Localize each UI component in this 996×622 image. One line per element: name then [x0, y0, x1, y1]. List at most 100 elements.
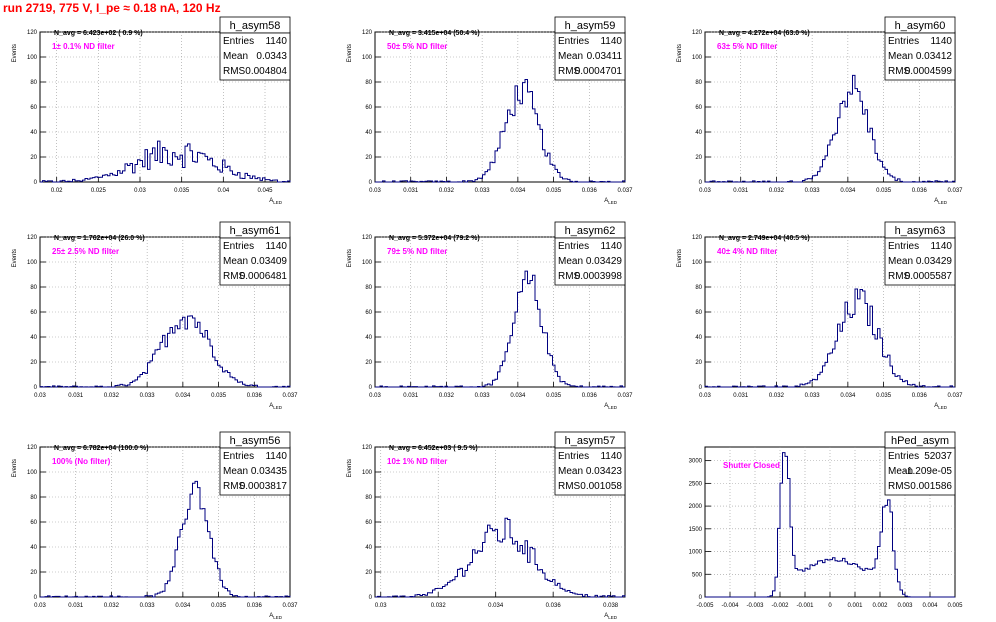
x-tick-label: 0.03	[699, 393, 711, 399]
panel-h_asym60: 0.03 0.031 0.032 0.033 0.034 0.035 0.036 0.037 0…	[677, 16, 963, 205]
x-tick-label: 0.004	[922, 603, 938, 609]
y-tick-label: 0	[369, 180, 373, 186]
stat-value: 1140	[600, 36, 622, 47]
x-tick-label: 0.036	[912, 188, 928, 194]
x-tick-label: 0.005	[947, 603, 963, 609]
hist-name: h_asym56	[230, 435, 281, 447]
stat-label: Entries	[223, 241, 254, 252]
hist-name: hPed_asym	[891, 435, 949, 447]
stat-label: Entries	[223, 451, 254, 462]
y-tick-label: 100	[27, 55, 38, 61]
x-axis-title: ALED	[269, 198, 283, 205]
y-tick-label: 120	[692, 30, 703, 36]
y-tick-label: 1000	[689, 550, 703, 556]
y-axis-title: Events	[347, 459, 353, 477]
y-axis-title: Events	[12, 249, 18, 267]
stat-label: Entries	[888, 36, 919, 47]
stat-value: 0.0343	[256, 51, 287, 62]
navg-label: N_avg = 6.423e+02 ( 0.9 %)	[54, 30, 143, 37]
filter-label: 79± 5% ND filter	[387, 247, 447, 256]
hist-name: h_asym57	[565, 435, 616, 447]
x-tick-label: 0.002	[872, 603, 888, 609]
stat-label: RMS	[558, 481, 581, 492]
x-tick-label: 0.033	[475, 393, 491, 399]
x-tick-label: 0.031	[403, 188, 419, 194]
y-tick-label: 60	[695, 310, 702, 316]
x-tick-label: 0.033	[140, 603, 156, 609]
x-tick-label: 0.03	[375, 603, 387, 609]
x-tick-label: 0.032	[769, 188, 785, 194]
stat-label: Mean	[888, 256, 913, 267]
x-tick-label: 0.032	[104, 393, 120, 399]
histogram-line	[39, 315, 291, 388]
y-tick-label: 20	[30, 155, 37, 161]
x-tick-label: 0.037	[947, 188, 963, 194]
stat-value: 0.001058	[580, 481, 622, 492]
x-tick-label: 0	[828, 603, 832, 609]
stats-box	[554, 237, 626, 286]
x-tick-label: 0.035	[876, 188, 892, 194]
x-axis-title: ALED	[604, 613, 618, 620]
x-tick-label: 0.035	[546, 393, 562, 399]
stat-label: RMS	[223, 271, 246, 282]
stat-label: Mean	[223, 51, 248, 62]
y-tick-label: 40	[695, 130, 702, 136]
x-tick-label: 0.032	[769, 393, 785, 399]
panel-h_asym58: 0.02 0.025 0.03 0.035 0.04 0.045 0 20 40 60 80 100 1…	[12, 16, 291, 205]
panel-h_asym56: 0.03 0.031 0.032 0.033 0.034 0.035 0.036 0.037 0…	[12, 431, 298, 620]
y-tick-label: 40	[30, 545, 37, 551]
x-tick-label: 0.036	[247, 393, 263, 399]
navg-label: N_avg = 6.452e+03 ( 9.5 %)	[389, 445, 478, 452]
panel-h_asym61: 0.03 0.031 0.032 0.033 0.034 0.035 0.036 0.037 0…	[12, 221, 298, 410]
x-tick-label: 0.036	[247, 603, 263, 609]
y-tick-label: 80	[365, 285, 372, 291]
x-tick-label: 0.035	[876, 393, 892, 399]
navg-label: N_avg = 5.372e+04 (79.2 %)	[389, 235, 480, 242]
y-tick-label: 40	[30, 130, 37, 136]
stat-label: RMS	[888, 271, 911, 282]
y-tick-label: 60	[30, 520, 37, 526]
y-tick-label: 0	[369, 595, 373, 601]
histogram-line	[375, 270, 625, 388]
y-tick-label: 60	[30, 310, 37, 316]
y-tick-label: 100	[362, 260, 373, 266]
y-tick-label: 20	[695, 360, 702, 366]
x-axis-title: ALED	[934, 403, 948, 410]
x-axis-title: ALED	[269, 403, 283, 410]
stat-label: Mean	[888, 51, 913, 62]
stat-value: 1140	[265, 241, 287, 252]
y-tick-label: 60	[30, 105, 37, 111]
x-tick-label: 0.032	[439, 393, 455, 399]
navg-label: N_avg = 2.749e+04 (40.5 %)	[719, 235, 810, 242]
y-tick-label: 120	[27, 30, 38, 36]
stat-value: 0.0004701	[575, 66, 623, 77]
stats-box	[219, 237, 291, 286]
stat-value: 1140	[265, 36, 287, 47]
run-title: run 2719, 775 V, I_pe ≈ 0.18 nA, 120 Hz	[3, 1, 221, 15]
x-tick-label: 0.035	[546, 188, 562, 194]
y-tick-label: 120	[27, 445, 38, 451]
stat-label: Mean	[558, 466, 583, 477]
y-tick-label: 20	[30, 570, 37, 576]
y-tick-label: 40	[365, 335, 372, 341]
hist-name: h_asym60	[895, 20, 946, 32]
stat-label: Mean	[558, 256, 583, 267]
stat-label: RMS	[888, 481, 911, 492]
y-tick-label: 80	[695, 285, 702, 291]
x-tick-label: -0.003	[746, 603, 764, 609]
filter-label: 100% (No filter)	[52, 457, 111, 466]
x-tick-label: 0.025	[91, 188, 107, 194]
x-tick-label: 0.03	[699, 188, 711, 194]
histogram-line	[375, 517, 626, 598]
y-tick-label: 80	[30, 80, 37, 86]
filter-label: 50± 5% ND filter	[387, 42, 447, 51]
stat-label: Entries	[223, 36, 254, 47]
stat-label: Entries	[558, 241, 589, 252]
y-tick-label: 60	[695, 105, 702, 111]
x-tick-label: 0.031	[733, 393, 749, 399]
x-tick-label: 0.03	[134, 188, 146, 194]
x-tick-label: 0.03	[369, 393, 381, 399]
histogram-line	[705, 74, 956, 183]
histogram-line	[705, 452, 955, 598]
stat-label: RMS	[558, 66, 581, 77]
